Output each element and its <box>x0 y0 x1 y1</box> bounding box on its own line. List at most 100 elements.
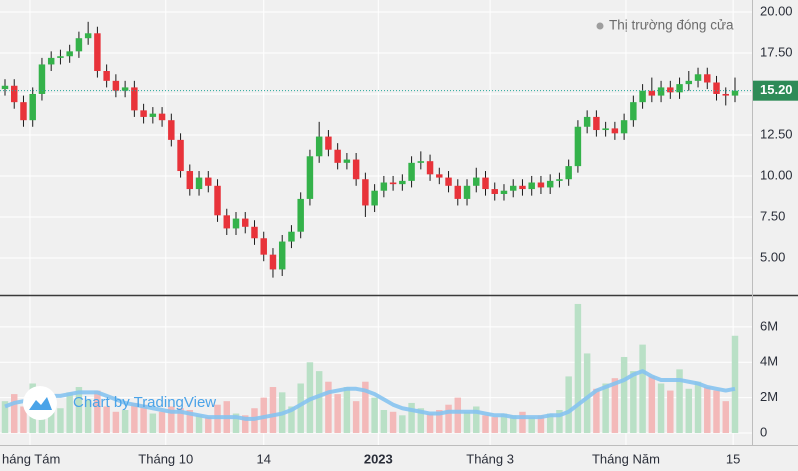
volume-bar <box>528 417 535 433</box>
volume-bar <box>1 401 9 433</box>
volume-bar <box>242 415 249 433</box>
candle-body <box>57 56 64 58</box>
candle-body <box>611 128 619 134</box>
candle-body <box>66 51 73 57</box>
candle-body <box>158 113 166 121</box>
volume-bar <box>362 381 369 433</box>
volume-bar <box>426 413 434 433</box>
candle-body <box>380 182 388 191</box>
y-tick-label: 5.00 <box>760 249 785 264</box>
volume-bar <box>140 404 147 433</box>
candle-body <box>500 190 508 194</box>
volume-bar <box>57 408 64 433</box>
candle-body <box>223 215 230 229</box>
watermark-text: Chart by TradingView <box>73 394 216 411</box>
volume-bar <box>94 390 101 433</box>
y-tick-label: 20.00 <box>760 3 793 18</box>
volume-bar <box>473 406 480 433</box>
volume-bar <box>186 410 194 433</box>
candle-body <box>399 180 406 185</box>
candle-body <box>140 110 147 117</box>
candle-body <box>731 90 739 96</box>
candle-body <box>509 185 517 191</box>
candle-body <box>325 136 332 150</box>
volume-bar <box>454 397 462 433</box>
volume-bar <box>463 411 471 433</box>
candle-body <box>121 87 129 91</box>
volume-bar <box>408 402 415 433</box>
x-tick-label: 15 <box>726 451 740 466</box>
candle-body <box>454 185 462 199</box>
y-tick-label: 7.50 <box>760 208 785 223</box>
volume-bar <box>722 401 729 433</box>
candle-body <box>482 177 489 190</box>
volume-bar <box>232 413 240 433</box>
volume-bar <box>269 387 277 433</box>
volume-bar <box>112 411 120 433</box>
volume-bar <box>10 394 18 433</box>
candle-body <box>186 171 194 190</box>
volume-bar <box>75 387 83 433</box>
volume-bar <box>713 390 720 433</box>
candle-body <box>630 102 637 121</box>
volume-bar <box>417 408 425 433</box>
candle-body <box>297 198 304 232</box>
volume-bar <box>47 404 55 433</box>
volume-bar <box>195 415 203 433</box>
volume-bar <box>315 371 323 433</box>
volume-bar <box>149 413 157 433</box>
volume-bar <box>334 394 341 433</box>
candle-body <box>676 84 683 93</box>
last-price-label: 15.20 <box>760 82 793 97</box>
x-tick-label: Tháng Năm <box>592 451 660 466</box>
candle-body <box>38 64 46 94</box>
candle-body <box>371 190 378 206</box>
volume-bar <box>639 344 646 433</box>
last-price-box <box>753 80 798 101</box>
candle-body <box>445 177 452 186</box>
volume-bar <box>509 415 517 433</box>
volume-bar <box>537 415 545 433</box>
candle-body <box>648 90 656 96</box>
volume-bar <box>704 387 711 433</box>
candle-body <box>278 241 286 270</box>
x-tick-label: 14 <box>256 451 270 466</box>
y-tick-label: 10.00 <box>760 167 793 182</box>
volume-bar <box>667 390 674 433</box>
volume-bar <box>445 404 452 433</box>
volume-bar <box>131 402 138 433</box>
candle-body <box>242 218 249 227</box>
volume-bar <box>103 406 110 433</box>
volume-bar <box>602 383 609 433</box>
volume-bar <box>436 410 443 433</box>
candle-body <box>315 136 323 157</box>
candle-body <box>602 128 609 131</box>
x-tick-label: Tháng 3 <box>466 451 514 466</box>
watermark: Chart by TradingView <box>23 386 216 420</box>
candle-body <box>408 162 415 181</box>
candle-body <box>306 156 314 199</box>
candle-body <box>417 161 425 163</box>
volume-bar <box>611 378 619 433</box>
candle-body <box>214 185 221 216</box>
candle-body <box>362 179 369 206</box>
volume-bar <box>482 415 489 433</box>
y-tick-label: 17.50 <box>760 44 793 59</box>
candle-body <box>620 120 628 134</box>
candle-body <box>639 90 646 103</box>
candle-body <box>131 87 138 111</box>
volume-tick-label: 4M <box>760 354 778 369</box>
candle-body <box>546 180 554 188</box>
watermark-logo <box>29 397 52 410</box>
volume-bar <box>177 408 184 433</box>
volume-bar <box>66 392 73 433</box>
volume-bar <box>84 399 92 433</box>
candle-body <box>352 159 360 180</box>
candle-body <box>20 102 27 121</box>
volume-bar <box>648 376 656 433</box>
volume-bar <box>389 411 397 433</box>
candle-body <box>260 238 267 255</box>
volume-bar <box>694 381 702 433</box>
candle-body <box>84 33 92 39</box>
